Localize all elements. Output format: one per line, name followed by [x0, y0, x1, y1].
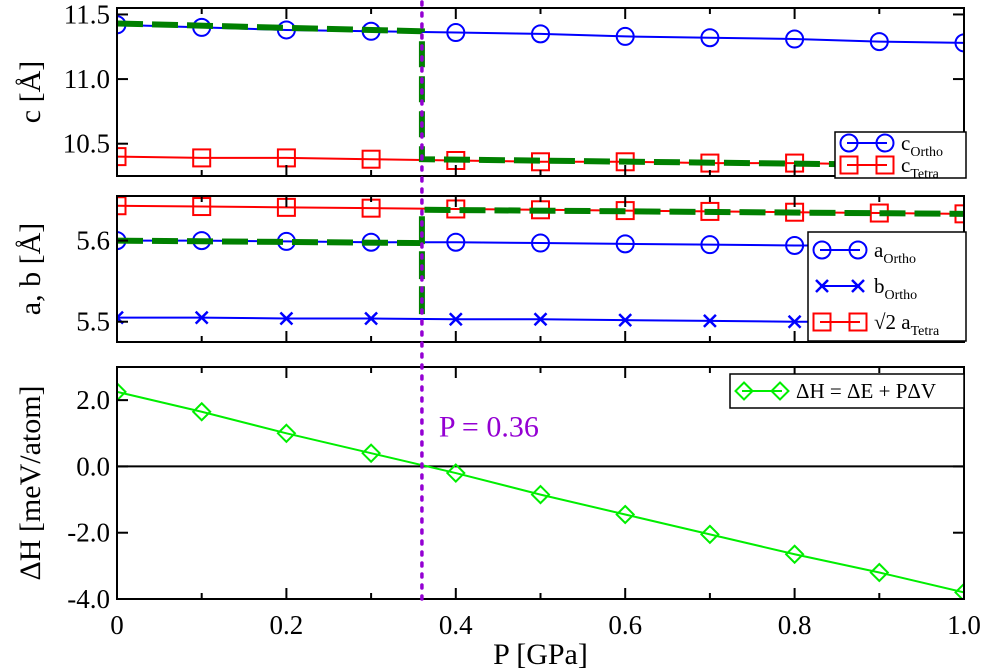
point-dH-8: [784, 544, 805, 565]
panel-bottom: -4.0 -2.0 0.0 2.0 0 0.2 0.4 0.6 0.8 1.0 ΔH [meV/at…: [14, 366, 981, 669]
point-dH-10: [954, 582, 964, 599]
point-c_Ortho-9: [869, 32, 889, 52]
point-dH-2: [276, 423, 297, 444]
xtick-label-3: 0.6: [608, 610, 642, 640]
point-sqrt2_a_Tetra-0: [117, 196, 127, 216]
stable-phase-path-top: [117, 20, 964, 169]
legend-label-dH: ΔH = ΔE + PΔV: [796, 379, 936, 403]
ytick-label-top-0: 10.5: [63, 129, 110, 159]
legend-label-b_Ortho: bOrtho: [874, 274, 917, 303]
legend-bottom: ΔH = ΔE + PΔV: [729, 373, 965, 409]
point-b_Ortho-3: [364, 311, 378, 326]
legend-marker-a_Ortho: [812, 240, 832, 260]
legend-marker-sqrt2_a_Tetra: [812, 312, 832, 332]
point-a_Ortho-8: [785, 235, 805, 255]
point-b_Ortho-8: [787, 314, 802, 329]
ylabel-top: c [Å]: [14, 61, 47, 123]
xlabel: P [GPa]: [493, 638, 588, 669]
ytick-label-top-1: 11.0: [64, 64, 110, 94]
ylabel-bottom: ΔH [meV/atom]: [14, 385, 47, 580]
point-c_Ortho-6: [615, 26, 635, 46]
legend-marker2-a_Ortho: [848, 240, 868, 260]
point-a_Ortho-7: [700, 235, 720, 255]
ytick-label-middle-0: 5.5: [76, 307, 110, 337]
legend-marker2-b_Ortho: [851, 279, 865, 293]
point-dH-6: [615, 504, 636, 525]
xtick-label-1: 0.2: [270, 610, 304, 640]
xtick-label-5: 1.0: [947, 610, 981, 640]
point-b_Ortho-5: [533, 312, 548, 327]
legend-label-c_Tetra: cTetra: [901, 153, 940, 182]
xtick-label-2: 0.4: [439, 610, 473, 640]
legend-label-a_Ortho: aOrtho: [874, 238, 916, 267]
point-c_Tetra-3: [361, 149, 381, 169]
ylabel-middle: a, b [Å]: [14, 223, 47, 315]
point-c_Ortho-7: [700, 28, 720, 48]
point-c_Ortho-5: [531, 24, 550, 44]
legend-marker-b_Ortho: [815, 279, 829, 293]
point-dH-5: [530, 484, 551, 505]
point-a_Ortho-6: [615, 234, 635, 254]
legend-marker2-sqrt2_a_Tetra: [848, 312, 868, 332]
point-dH-7: [699, 524, 720, 545]
legend-middle: aOrtho bOrtho √2 aTetra: [807, 231, 967, 342]
legend-marker2-c_Tetra: [875, 155, 895, 175]
annotation-transition: P = 0.36: [439, 411, 539, 444]
point-dH-3: [361, 443, 382, 464]
plot-area-bottom: [117, 381, 964, 599]
ytick-label-bottom-3: 2.0: [76, 385, 110, 415]
ytick-label-bottom-2: 0.0: [76, 451, 110, 481]
point-b_Ortho-7: [703, 314, 717, 328]
point-a_Ortho-4: [446, 232, 466, 252]
legend-marker2-dH: [770, 381, 790, 401]
point-c_Tetra-0: [117, 147, 127, 167]
ytick-label-bottom-0: -4.0: [67, 584, 110, 614]
series-line-dH: [117, 390, 964, 594]
point-c_Ortho-8: [785, 29, 805, 49]
point-b_Ortho-4: [448, 312, 463, 327]
point-a_Ortho-5: [531, 233, 550, 253]
point-b_Ortho-6: [618, 313, 633, 327]
ytick-label-middle-1: 5.6: [76, 226, 110, 256]
ytick-label-bottom-1: -2.0: [67, 518, 110, 548]
legend-label-c_Ortho: cOrtho: [901, 131, 943, 160]
point-b_Ortho-1: [194, 310, 209, 325]
panel-middle: 5.5 5.6 a, b [Å] aOrtho bOrtho √2 aTetra: [14, 195, 967, 343]
point-dH-9: [869, 562, 890, 583]
xtick-label-0: 0: [110, 610, 124, 640]
legend-marker-dH: [734, 381, 754, 401]
legend-label-sqrt2_a_Tetra: √2 aTetra: [874, 310, 940, 339]
point-dH-4: [445, 463, 466, 483]
legend-marker2-c_Ortho: [875, 133, 895, 153]
xtick-label-4: 0.8: [778, 610, 812, 640]
point-dH-0: [117, 381, 127, 402]
point-b_Ortho-2: [279, 311, 294, 326]
ytick-label-top-2: 11.5: [64, 0, 110, 29]
legend-marker-c_Tetra: [839, 155, 859, 175]
legend-marker-c_Ortho: [839, 133, 859, 153]
point-c_Tetra-1: [192, 148, 212, 168]
series-line-c_Tetra: [117, 155, 964, 167]
point-c_Ortho-4: [446, 23, 466, 43]
point-dH-1: [191, 401, 212, 422]
point-c_Ortho-10: [954, 33, 964, 53]
